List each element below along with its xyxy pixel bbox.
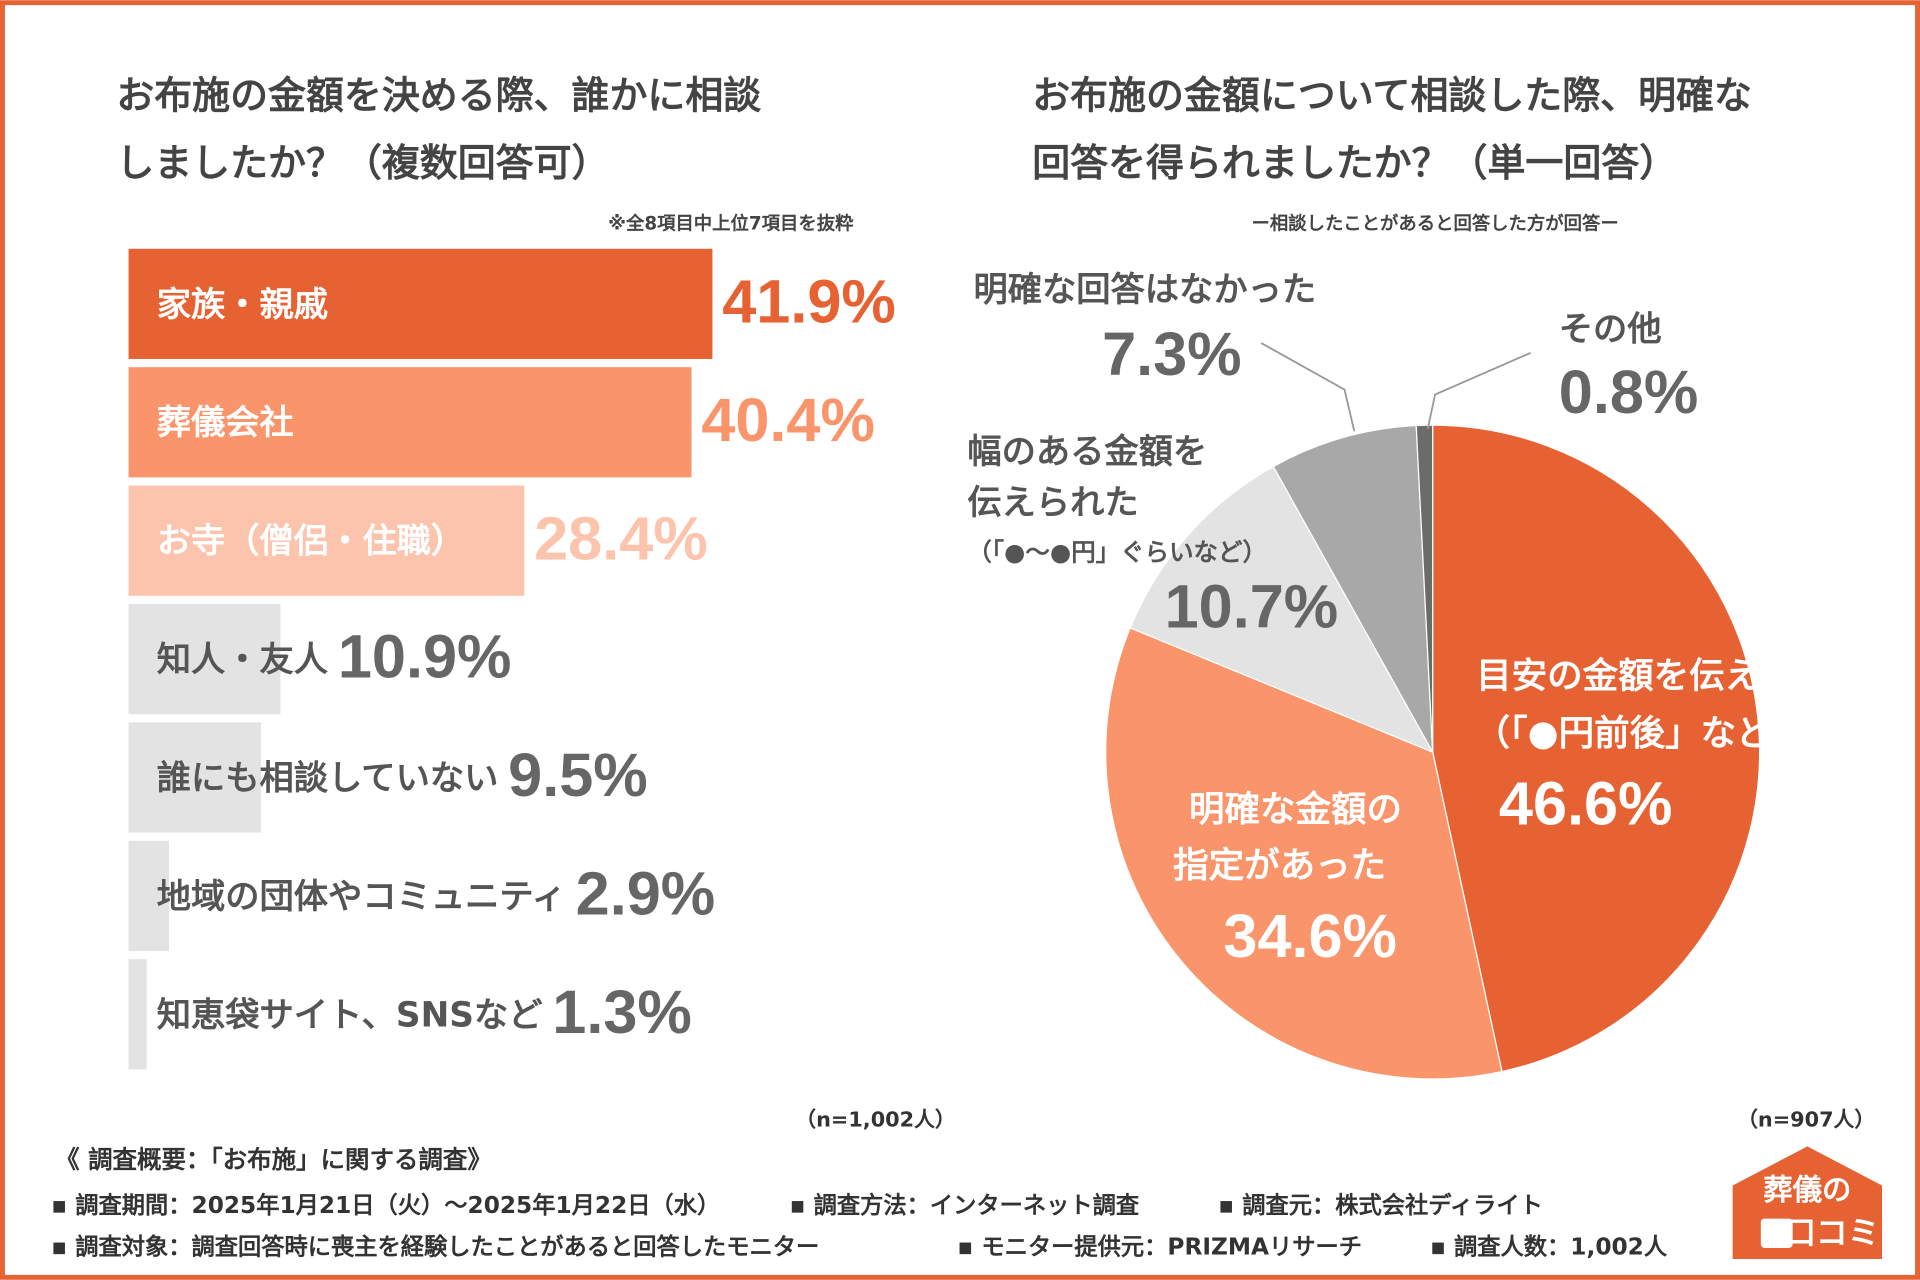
slice-value-label: 0.8% — [1559, 358, 1699, 426]
chart-subtitle: ※全8項目中上位7項目を抜粋 — [608, 212, 854, 234]
bar-value-label: 1.3% — [552, 978, 692, 1046]
pie-slice — [1129, 465, 1435, 754]
sample-size: （n=1,002人） — [795, 1108, 955, 1132]
bar-category-label: 誰にも相談していない — [157, 758, 499, 798]
chart-subtitle: ー相談したことがあると回答した方が回答ー — [1252, 212, 1619, 234]
survey-line: ▪ 調査人数：1,002人 — [1430, 1233, 1668, 1260]
slice-value-label: 34.6% — [1223, 902, 1397, 970]
bar-category-label: お寺（僧侶・住職） — [157, 522, 465, 562]
chart-title: 回答を得られましたか？（単一回答） — [1032, 141, 1677, 185]
chart-title: お布施の金額について相談した際、明確な — [1032, 74, 1752, 118]
bar — [128, 840, 169, 952]
logo-text: 葬儀の — [1763, 1173, 1851, 1207]
leader-line — [1260, 342, 1356, 432]
survey-title: 《 調査概要：「お布施」に関する調査》 — [55, 1145, 492, 1174]
bar-value-label: 10.9% — [338, 623, 512, 691]
pie-slice — [1272, 424, 1434, 753]
slice-label: その他 — [1559, 309, 1662, 349]
leader-line — [1426, 352, 1531, 429]
logo — [1732, 1146, 1883, 1259]
bar-category-label: 知恵袋サイト、SNSなど — [157, 995, 543, 1035]
bar-category-label: 家族・親戚 — [157, 285, 328, 325]
survey-line: ▪ 調査元：株式会社ディライト — [1218, 1192, 1542, 1219]
slice-value-label: 7.3% — [1102, 320, 1242, 388]
pie-slice — [1415, 424, 1434, 753]
bar — [128, 959, 147, 1070]
bar-category-label: 葬儀会社 — [157, 403, 294, 443]
bar — [128, 722, 261, 833]
bar-value-label: 41.9% — [722, 267, 896, 335]
logo-icon — [1760, 1218, 1793, 1248]
bar-value-label: 9.5% — [508, 741, 648, 809]
slice-value-label: 46.6% — [1499, 770, 1673, 838]
slice-label: 目安の金額を伝えられた — [1476, 655, 1867, 696]
bar — [128, 248, 713, 359]
slice-label: 明確な回答はなかった — [973, 270, 1316, 310]
bar-value-label: 40.4% — [701, 386, 875, 454]
bar — [128, 485, 525, 596]
bar-value-label: 28.4% — [534, 504, 708, 572]
pie-slice — [1105, 627, 1503, 1080]
slice-label: （「●円前後」など） — [1474, 713, 1807, 754]
slice-label: 明確な金額の — [1189, 789, 1402, 830]
slice-label: （「●～●円」ぐらいなど） — [967, 538, 1267, 567]
pie-slice — [1432, 424, 1761, 1073]
survey-line: ▪ 調査対象：調査回答時に喪主を経験したことがあると回答したモニター — [51, 1233, 819, 1260]
survey-line: ▪ 調査方法：インターネット調査 — [790, 1192, 1140, 1219]
sample-size: （n=907人） — [1737, 1108, 1875, 1132]
chart-title: お布施の金額を決める際、誰かに相談 — [116, 74, 761, 118]
slice-label: 伝えられた — [967, 483, 1138, 523]
bar — [128, 604, 281, 715]
survey-line: ▪ 調査期間：2025年1月21日（火）～2025年1月22日（水） — [51, 1192, 720, 1219]
slice-value-label: 10.7% — [1165, 572, 1339, 640]
bar-category-label: 知人・友人 — [157, 640, 329, 680]
bar-category-label: 地域の団体やコミュニティ — [157, 877, 566, 917]
bar — [128, 367, 692, 478]
slice-label: 指定があった — [1173, 845, 1386, 886]
logo-text: 口コミ — [1784, 1213, 1880, 1251]
chart-title: しましたか？（複数回答可） — [116, 141, 609, 185]
survey-line: ▪ モニター提供元：PRIZMAリサーチ — [958, 1233, 1362, 1260]
slice-label: 幅のある金額を — [967, 432, 1207, 472]
bar-value-label: 2.9% — [576, 860, 716, 928]
